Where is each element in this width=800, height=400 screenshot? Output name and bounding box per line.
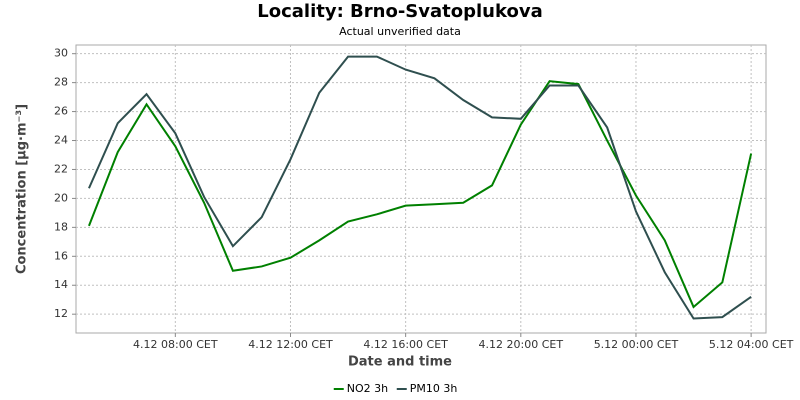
x-axis-label: Date and time [348,355,452,370]
y-tick-label: 28 [54,76,68,89]
plot-area [75,44,767,334]
x-tick-label: 4.12 12:00 CET [248,338,333,351]
y-tick-label: 18 [54,220,68,233]
x-tick-label: 5.12 04:00 CET [709,338,794,351]
y-tick-label: 30 [54,47,68,60]
x-tick-label: 5.12 00:00 CET [594,338,679,351]
y-tick-label: 20 [54,191,68,204]
x-tick-label: 4.12 20:00 CET [479,338,564,351]
legend-label: PM10 3h [410,382,458,395]
y-tick-label: 24 [54,134,68,147]
y-tick-label: 14 [54,278,68,291]
y-tick-label: 16 [54,249,68,262]
y-tick-label: 26 [54,105,68,118]
x-tick-label: 4.12 08:00 CET [133,338,218,351]
y-tick-label: 12 [54,307,68,320]
chart-subtitle: Actual unverified data [339,25,461,38]
x-tick-label: 4.12 16:00 CET [363,338,448,351]
line-series [88,55,752,320]
line-series [88,80,753,309]
y-axis-label: Concentration [µg·m⁻³] [15,104,30,274]
chart-title: Locality: Brno-Svatoplukova [257,1,542,22]
legend-label: NO2 3h [347,382,388,395]
y-tick-label: 22 [54,162,68,175]
